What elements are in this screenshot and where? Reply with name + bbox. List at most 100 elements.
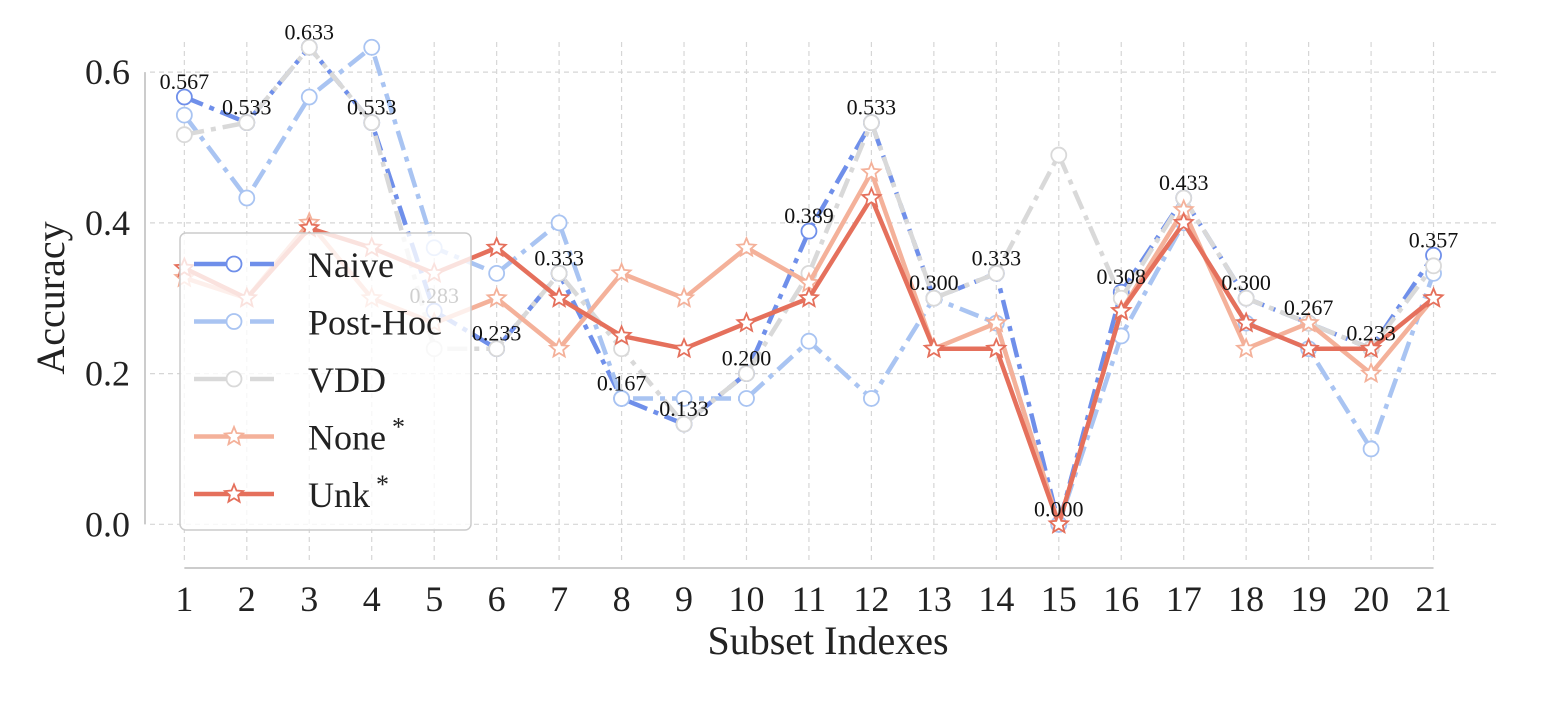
data-point xyxy=(485,286,508,308)
data-point xyxy=(300,38,318,56)
data-point xyxy=(1297,336,1320,359)
data-point xyxy=(175,88,193,106)
data-label: 0.389 xyxy=(784,203,834,228)
data-point xyxy=(613,390,630,407)
data-point xyxy=(1359,336,1383,359)
data-point xyxy=(610,324,633,346)
data-label: 0.167 xyxy=(597,370,647,395)
legend-label-superscript: * xyxy=(392,413,405,442)
x-tick-label: 17 xyxy=(1166,579,1202,619)
data-point xyxy=(488,264,506,282)
data-point xyxy=(863,390,880,407)
y-axis-title: Accuracy xyxy=(28,221,73,374)
data-point xyxy=(735,311,758,333)
data-point xyxy=(1425,257,1442,275)
data-point xyxy=(485,235,508,258)
legend-label: VDD xyxy=(308,360,386,400)
data-label: 0.300 xyxy=(909,270,959,295)
data-point xyxy=(550,264,568,282)
data-point xyxy=(175,106,193,124)
legend-item: Naive xyxy=(194,245,394,285)
data-point xyxy=(363,38,381,56)
data-label: 0.333 xyxy=(534,245,584,270)
data-label: 0.267 xyxy=(1284,295,1334,320)
y-tick-labels: 0.0 0.2 0.4 0.6 xyxy=(85,52,130,544)
x-tick-label: 8 xyxy=(613,579,631,619)
legend-box xyxy=(179,232,472,531)
data-point xyxy=(238,114,256,132)
legend-marker xyxy=(222,424,246,447)
legend-marker xyxy=(225,313,243,330)
x-tick-label: 13 xyxy=(916,579,952,619)
data-label: 0.533 xyxy=(847,95,897,120)
data-point xyxy=(1359,361,1383,384)
data-point xyxy=(363,114,381,132)
data-label: 0.433 xyxy=(1159,170,1209,195)
data-label: 0.567 xyxy=(160,69,210,94)
data-point xyxy=(735,235,758,258)
data-point xyxy=(547,286,571,308)
data-point xyxy=(175,126,193,144)
series-line xyxy=(183,45,1436,427)
data-label: 0.233 xyxy=(472,321,522,346)
data-point xyxy=(300,88,318,106)
data-point xyxy=(797,286,821,308)
data-point xyxy=(1297,311,1320,333)
x-tick-label: 3 xyxy=(300,579,318,619)
x-tick-label: 11 xyxy=(792,579,827,619)
data-label: 0.333 xyxy=(972,245,1022,270)
data-label: 0.233 xyxy=(1346,321,1396,346)
legend-marker xyxy=(225,370,243,388)
x-tick-label: 4 xyxy=(363,579,381,619)
data-labels: 0.5670.5330.6330.5330.2830.2330.3330.167… xyxy=(160,19,1459,521)
data-point xyxy=(547,336,571,359)
legend-label: Naive xyxy=(308,245,394,285)
y-tick-label: 0.4 xyxy=(85,203,130,243)
data-label: 0.200 xyxy=(722,346,772,371)
data-point xyxy=(860,160,883,182)
data-point xyxy=(672,286,696,308)
x-tick-label: 18 xyxy=(1228,579,1264,619)
x-tick-label: 9 xyxy=(675,579,693,619)
data-point xyxy=(1047,512,1071,534)
y-tick-label: 0.6 xyxy=(85,52,130,92)
data-label: 0.308 xyxy=(1096,264,1146,289)
data-point xyxy=(985,336,1008,359)
x-tick-label: 19 xyxy=(1291,579,1327,619)
data-point xyxy=(1050,146,1068,164)
data-point xyxy=(1172,211,1195,233)
data-point xyxy=(860,186,883,208)
x-tick-label: 1 xyxy=(175,579,193,619)
data-point xyxy=(550,214,568,232)
data-point xyxy=(1234,336,1258,359)
data-point xyxy=(800,332,818,350)
x-axis-title: Subset Indexes xyxy=(707,618,948,663)
data-point xyxy=(985,311,1008,333)
legend-item: Post-Hoc xyxy=(194,303,442,343)
data-point xyxy=(610,261,633,283)
data-point xyxy=(738,365,755,382)
data-point xyxy=(800,222,818,240)
data-point xyxy=(987,264,1005,282)
x-tick-label: 10 xyxy=(728,579,764,619)
x-tick-label: 7 xyxy=(550,579,568,619)
data-point xyxy=(675,415,693,433)
data-point xyxy=(1362,440,1380,458)
y-tick-label: 0.0 xyxy=(85,504,130,544)
data-label: 0.357 xyxy=(1409,227,1459,252)
data-point xyxy=(488,340,506,358)
x-tick-label: 15 xyxy=(1041,579,1077,619)
legend-label: Post-Hoc xyxy=(308,303,442,343)
data-label: 0.300 xyxy=(1221,270,1271,295)
data-point xyxy=(1234,311,1258,333)
data-label: 0.533 xyxy=(347,95,397,120)
x-tick-label: 6 xyxy=(488,579,506,619)
x-tick-label: 12 xyxy=(853,579,889,619)
data-point xyxy=(863,114,880,132)
data-point xyxy=(1237,289,1255,307)
data-point xyxy=(925,289,943,307)
series-vdd xyxy=(175,38,1442,433)
data-label: 0.633 xyxy=(285,19,335,44)
